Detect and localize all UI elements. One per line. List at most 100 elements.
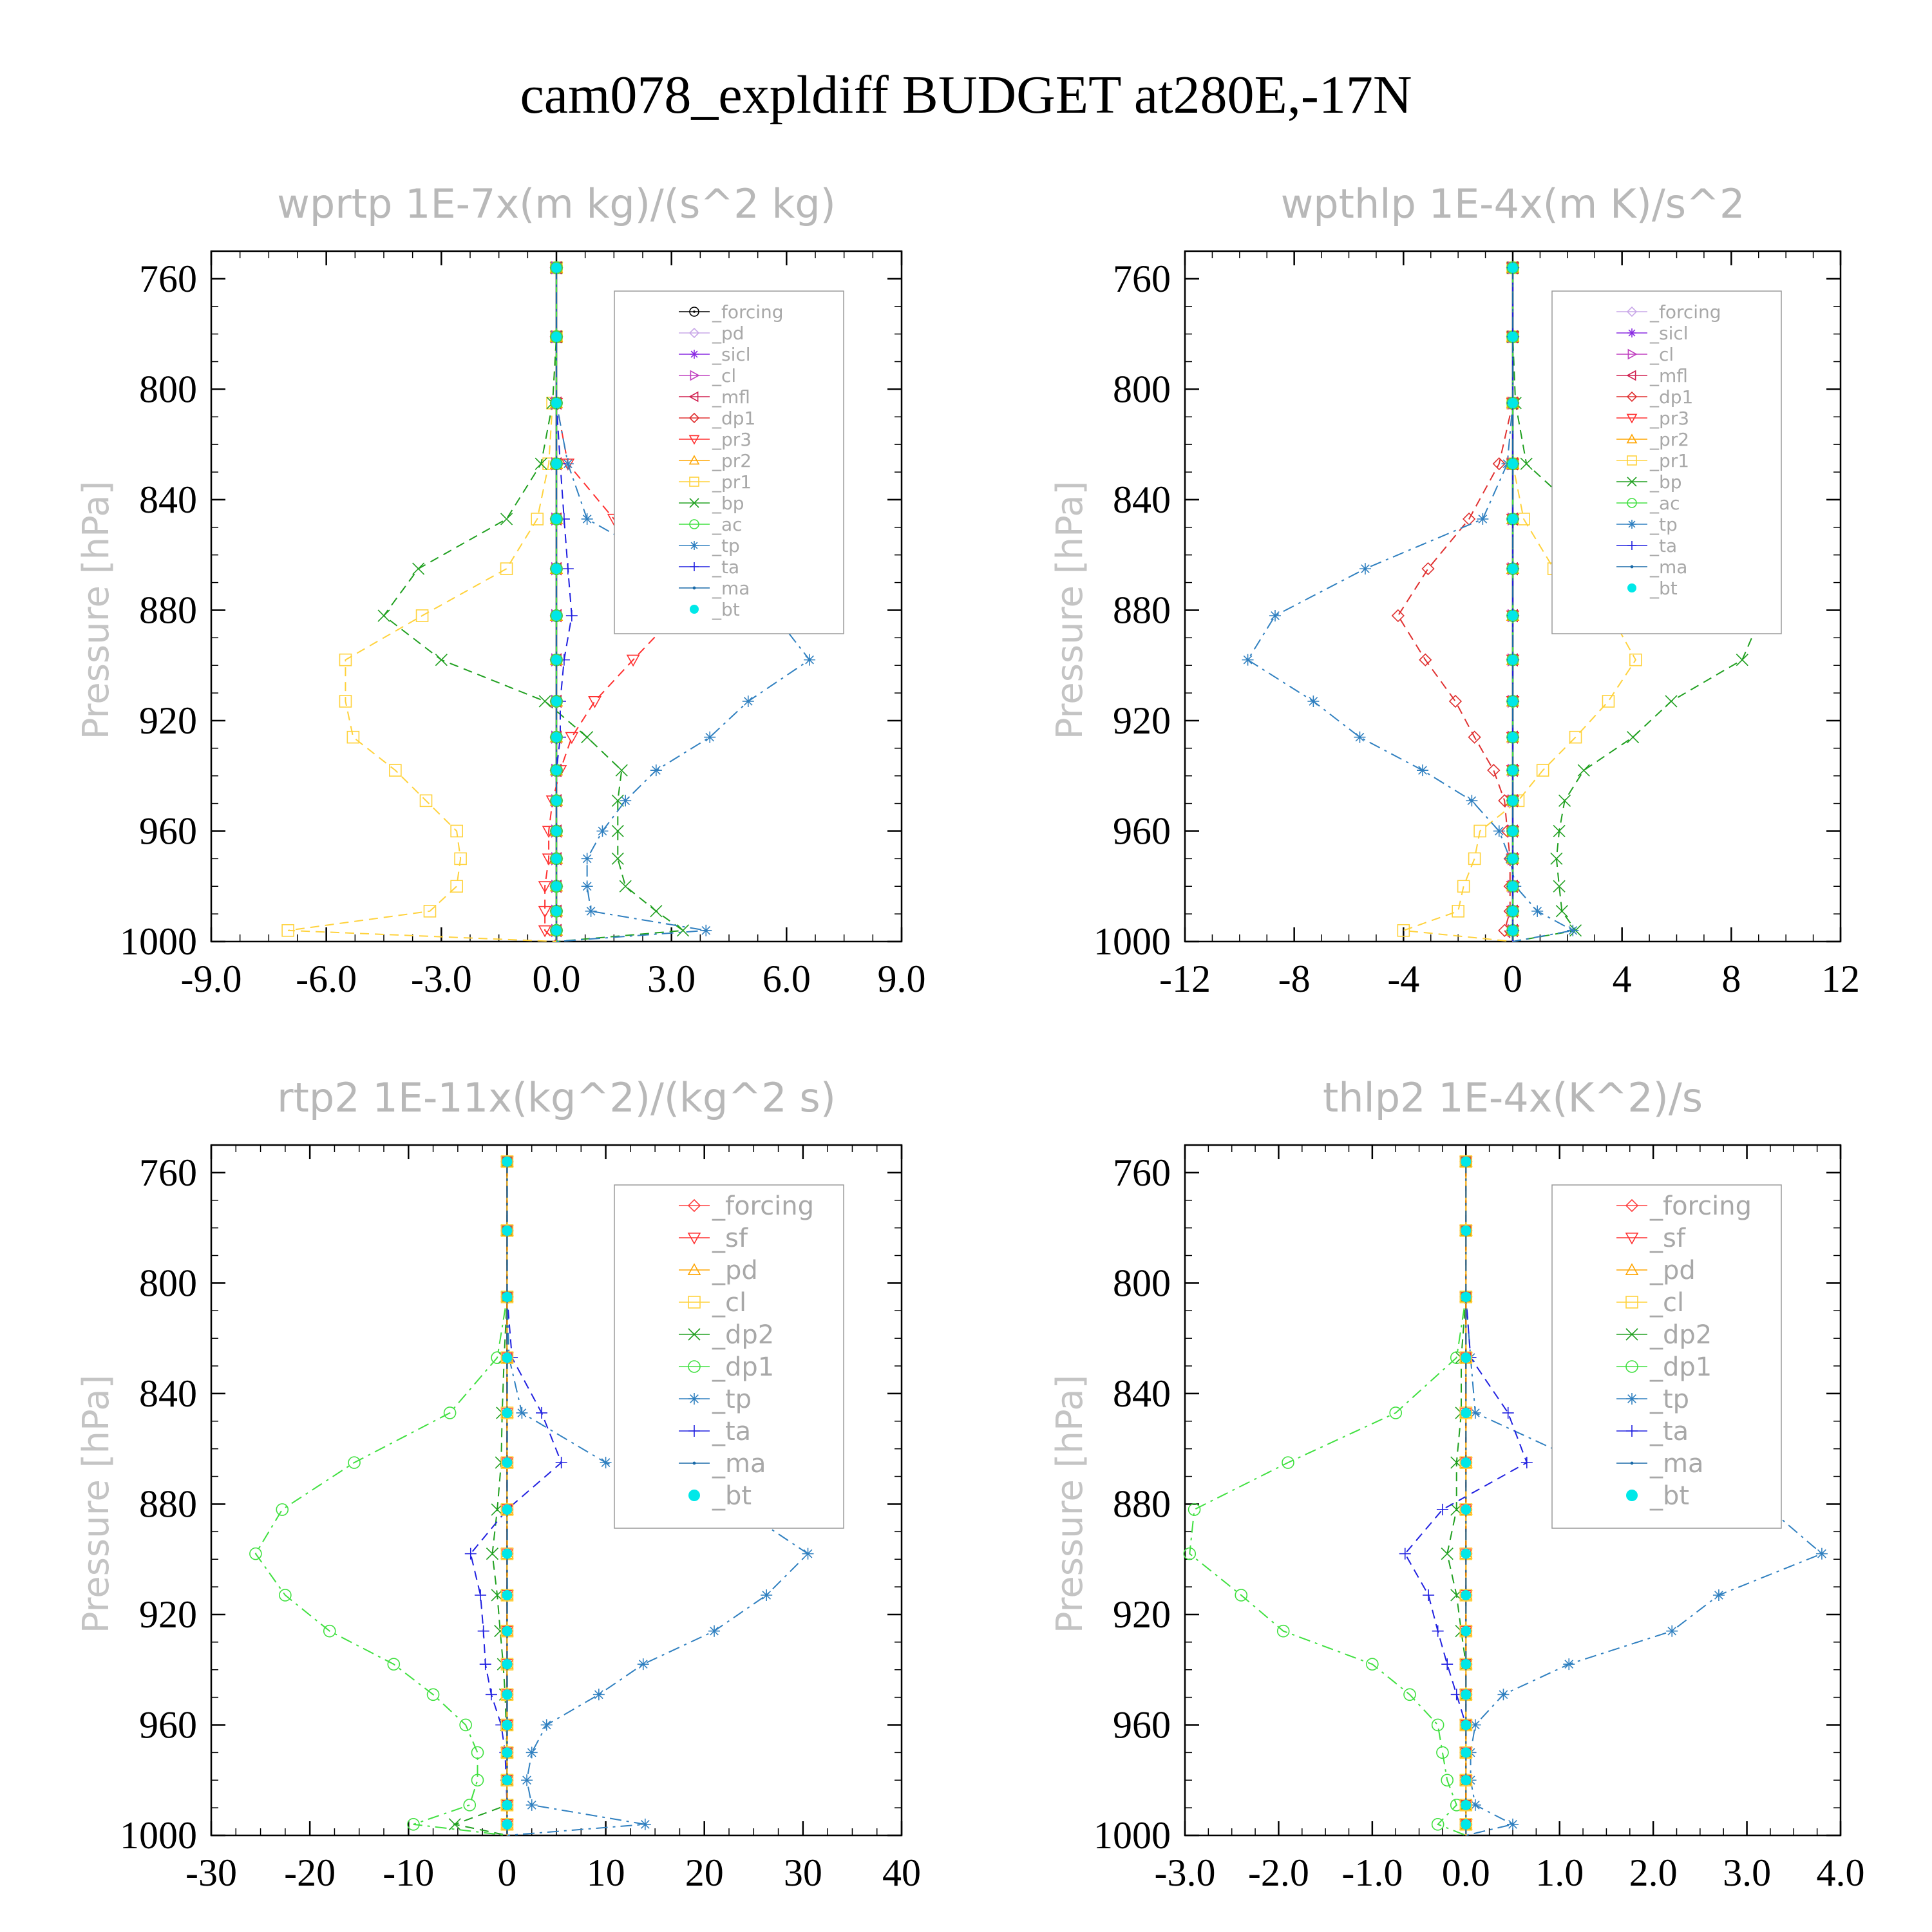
data-point [581, 513, 593, 525]
data-point [538, 695, 551, 708]
data-point [346, 730, 360, 744]
data-point [1466, 795, 1478, 807]
legend-swatch-marker [1627, 348, 1638, 360]
legend: _forcing _sf _pd _cl_dp2_dp1 _tp _ta _ma_bt [1551, 1184, 1782, 1529]
data-point [1569, 730, 1582, 744]
legend-swatch-marker [1627, 520, 1636, 529]
y-axis-label: Pressure [hPa] [1049, 1375, 1091, 1634]
data-point [1508, 826, 1518, 837]
legend-label: _forcing [712, 301, 784, 323]
legend-swatch-marker [690, 562, 699, 571]
legend-label: _pr3 [712, 429, 752, 450]
data-point [471, 1746, 484, 1759]
legend-label: _pd [712, 323, 744, 344]
x-tick-label: 3.0 [1723, 1852, 1771, 1894]
legend-label: _cl [1649, 1288, 1684, 1318]
y-tick-label: 1000 [1094, 920, 1171, 963]
data-point [471, 1774, 484, 1787]
series-bt [1508, 262, 1518, 936]
x-tick-label: 8 [1721, 958, 1741, 1000]
series-bt [502, 1156, 513, 1830]
legend-label: _ac [712, 514, 743, 535]
data-point [1627, 731, 1640, 744]
legend-swatch-marker [690, 370, 700, 381]
legend-swatch-marker [1626, 370, 1636, 381]
legend-item-dp1: _dp1 [1616, 1352, 1712, 1382]
legend-item-pr3: _pr3 [679, 429, 752, 450]
data-point [1477, 513, 1489, 525]
legend-swatch-marker [1626, 1490, 1638, 1501]
data-point [464, 1548, 477, 1560]
data-point [1431, 1718, 1444, 1732]
legend-label: _pd [1649, 1256, 1696, 1285]
data-point [708, 1625, 721, 1637]
series-line [556, 267, 811, 942]
y-tick-label: 960 [139, 1703, 197, 1746]
series-line [383, 267, 685, 942]
data-point [551, 925, 562, 936]
data-point [502, 1548, 513, 1559]
legend-label: _cl [712, 1288, 746, 1318]
data-point [502, 1659, 513, 1670]
data-point [596, 825, 609, 837]
data-point [1508, 459, 1518, 469]
y-tick-label: 760 [1113, 1151, 1171, 1194]
legend-item-bt: _bt [690, 599, 740, 620]
data-point [1553, 824, 1566, 838]
y-axis-label: Pressure [hPa] [75, 481, 117, 740]
data-point [412, 562, 425, 575]
legend-swatch-marker [687, 1233, 701, 1245]
y-tick-label: 880 [139, 589, 197, 631]
legend-swatch-marker [692, 586, 696, 590]
data-point [1468, 730, 1481, 744]
legend-item-forcing: _forcing [679, 301, 784, 323]
data-point [1507, 1818, 1519, 1830]
y-tick-label: 840 [139, 478, 197, 521]
data-point [1508, 654, 1518, 665]
legend-swatch-marker [1627, 455, 1637, 466]
data-point [348, 1456, 361, 1469]
legend-item-ac: _ac [1616, 493, 1680, 514]
data-point [323, 1624, 336, 1638]
legend-item-tp: _tp [679, 1385, 752, 1414]
x-tick-label: -9.0 [181, 958, 242, 1000]
y-tick-label: 920 [1113, 699, 1171, 742]
data-point [611, 824, 624, 838]
data-point [650, 764, 662, 777]
data-point [281, 924, 294, 937]
x-tick-label: -6.0 [296, 958, 357, 1000]
y-tick-label: 800 [139, 368, 197, 410]
data-point [407, 1818, 420, 1831]
data-point [479, 1658, 491, 1671]
legend-label: _pr2 [1649, 429, 1689, 450]
data-point [377, 609, 390, 622]
data-point [551, 881, 562, 892]
legend-swatch-marker [1626, 1393, 1638, 1405]
series-line [506, 1161, 810, 1836]
legend-label: _forcing [1649, 1191, 1752, 1221]
legend-box [1551, 1184, 1782, 1529]
data-point [1307, 695, 1320, 707]
data-point [1276, 1624, 1290, 1638]
y-tick-label: 880 [1113, 589, 1171, 631]
data-point [249, 1547, 262, 1560]
legend: _forcing _sf _pd _cl_dp2_dp1 _tp _ta _ma_bt [614, 1184, 844, 1529]
legend-label: _pr2 [712, 450, 752, 471]
series-line [1189, 1161, 1467, 1836]
legend-label: _pr1 [1649, 450, 1689, 471]
data-point [1487, 764, 1501, 777]
y-tick-label: 840 [1113, 478, 1171, 521]
legend-item-pd: _pd [679, 323, 744, 344]
data-point [500, 513, 513, 526]
series-tp [551, 261, 816, 942]
data-point [551, 905, 562, 916]
data-point [1461, 1719, 1472, 1730]
data-point [551, 331, 562, 342]
legend-swatch-marker [688, 1393, 700, 1405]
data-point [562, 563, 574, 575]
data-point [581, 880, 593, 893]
data-point [1461, 1799, 1472, 1810]
x-tick-label: -1.0 [1341, 1852, 1403, 1894]
